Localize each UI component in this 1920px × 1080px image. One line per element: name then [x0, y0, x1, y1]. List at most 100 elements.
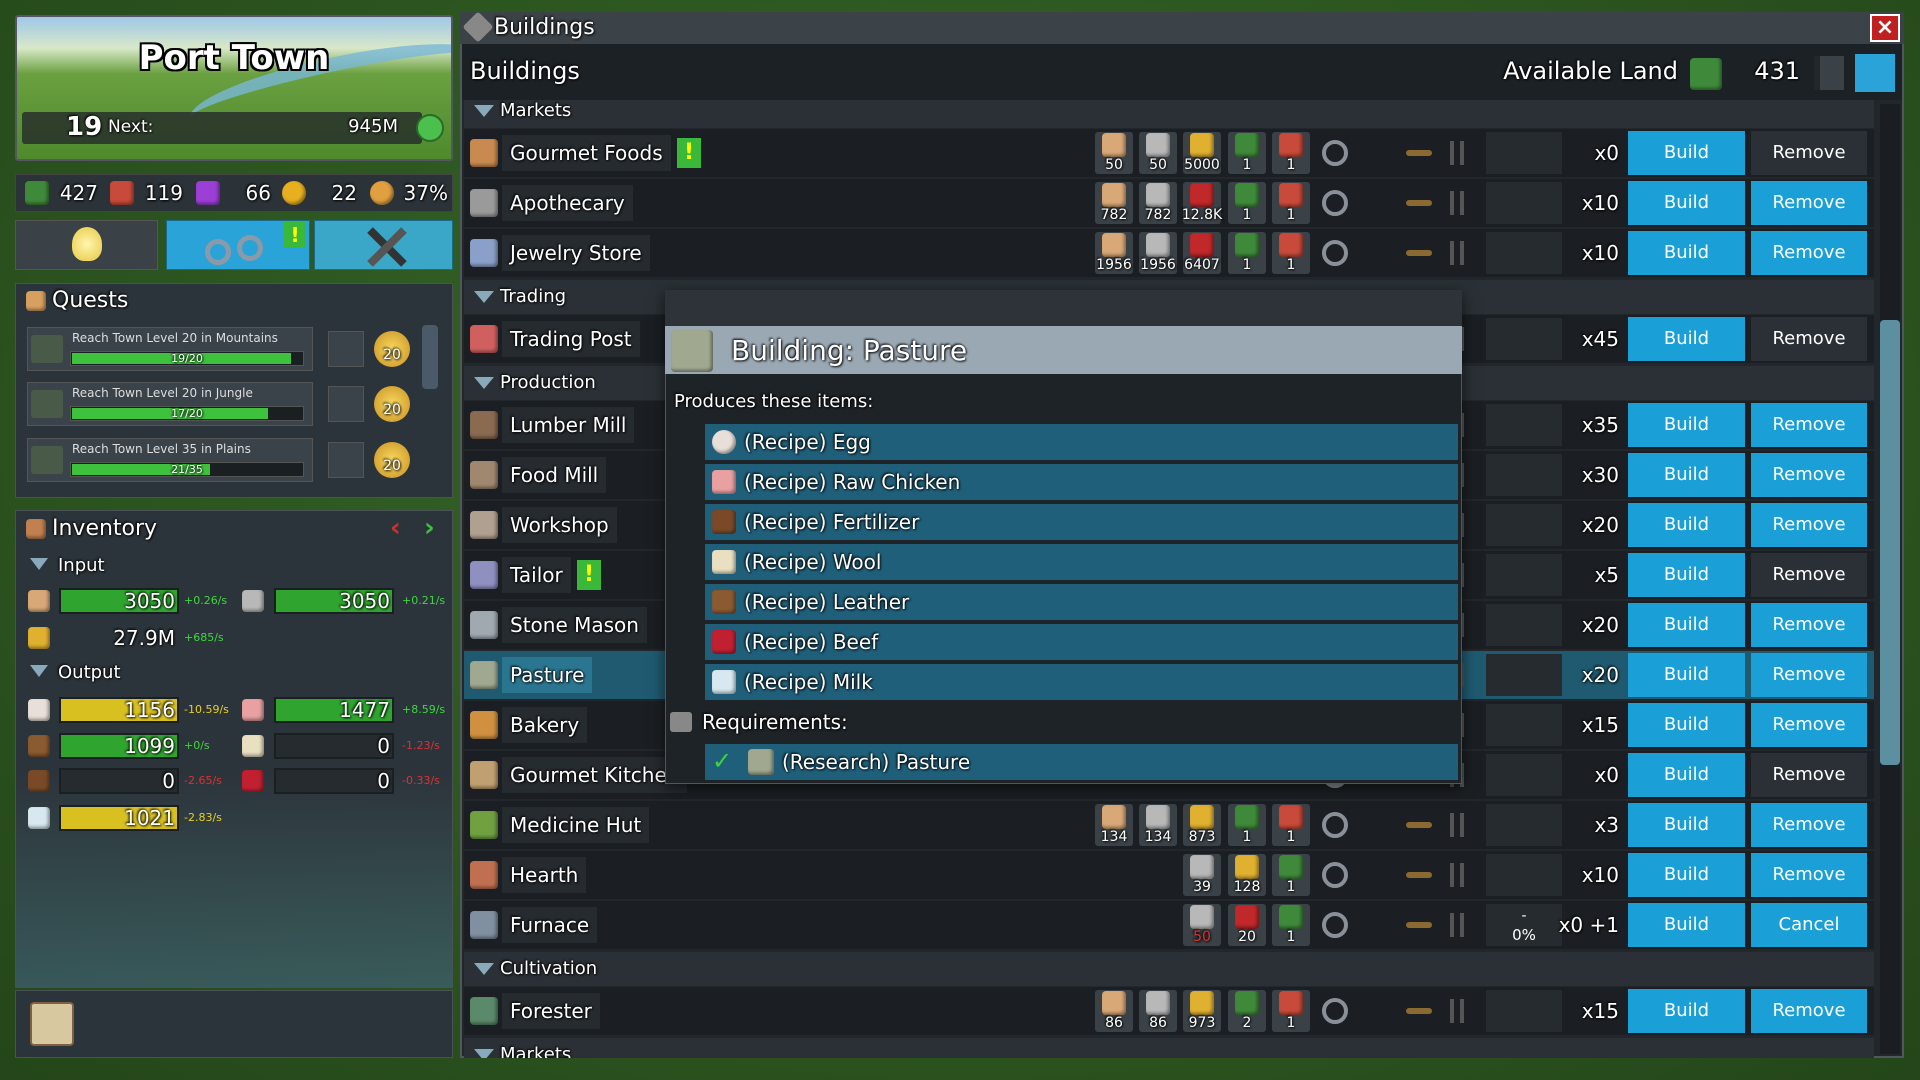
stock-rate: +0.21/s	[402, 593, 446, 607]
build-button[interactable]: Build	[1628, 753, 1745, 797]
building-name: Bakery	[502, 707, 588, 743]
land-label: Available Land	[1503, 57, 1678, 86]
boost-icon[interactable]	[1406, 250, 1432, 256]
build-button[interactable]: Build	[1628, 553, 1745, 597]
upgrade-icon[interactable]	[1322, 998, 1348, 1024]
build-button[interactable]: Build	[1628, 653, 1745, 697]
pause-button[interactable]	[1814, 56, 1844, 90]
pause-icon[interactable]	[1450, 191, 1464, 215]
build-button[interactable]: Build	[1628, 181, 1745, 225]
title-bar	[460, 12, 1904, 44]
pause-icon[interactable]	[1450, 999, 1464, 1023]
boost-icon[interactable]	[1406, 1008, 1432, 1014]
recipe-row	[705, 464, 1458, 500]
pause-icon[interactable]	[1450, 141, 1464, 165]
build-button[interactable]	[314, 220, 453, 270]
land-value: 431	[1754, 57, 1800, 86]
remove-button[interactable]: Remove	[1751, 317, 1867, 361]
remove-button[interactable]: Remove	[1751, 131, 1867, 175]
section-header[interactable]	[464, 952, 1874, 986]
stock-value: 0	[377, 734, 390, 758]
build-button[interactable]: Build	[1628, 453, 1745, 497]
remove-button[interactable]: Remove	[1751, 181, 1867, 225]
close-button[interactable]: ×	[1870, 14, 1900, 42]
prev-arrow[interactable]: ‹	[390, 513, 401, 544]
remove-button[interactable]: Remove	[1751, 403, 1867, 447]
progress-box	[1486, 232, 1562, 274]
stock-rate: +8.59/s	[402, 702, 446, 716]
build-button[interactable]: Build	[1628, 317, 1745, 361]
recipe-label: (Recipe) Egg	[744, 430, 871, 454]
upgrade-icon[interactable]	[1322, 190, 1348, 216]
recipe-label: (Recipe) Beef	[744, 630, 879, 654]
journal-button[interactable]	[30, 1002, 74, 1046]
build-button[interactable]: Build	[1628, 703, 1745, 747]
build-button[interactable]: Build	[1628, 903, 1745, 947]
build-button[interactable]: Build	[1628, 403, 1745, 447]
upgrade-icon[interactable]	[1322, 240, 1348, 266]
icon	[712, 510, 736, 534]
build-button[interactable]: Build	[1628, 603, 1745, 647]
remove-button[interactable]: Remove	[1751, 453, 1867, 497]
remove-button[interactable]: Cancel	[1751, 903, 1867, 947]
remove-button[interactable]: Remove	[1751, 753, 1867, 797]
boost-icon[interactable]	[1406, 872, 1432, 878]
icon	[470, 189, 498, 217]
upgrade-icon[interactable]	[1322, 912, 1348, 938]
build-count: x20	[1581, 663, 1619, 687]
remove-button[interactable]: Remove	[1751, 853, 1867, 897]
next-arrow[interactable]: ›	[424, 513, 435, 544]
scroll-thumb[interactable]	[1880, 320, 1900, 765]
building-name: Furnace	[502, 907, 598, 943]
remove-button[interactable]: Remove	[1751, 803, 1867, 847]
cost-value: 1	[1286, 257, 1296, 273]
stock-rate: -1.23/s	[402, 738, 440, 752]
boost-icon[interactable]	[1406, 150, 1432, 156]
remove-button[interactable]: Remove	[1751, 603, 1867, 647]
stock-value: 1477	[339, 698, 390, 722]
pause-icon[interactable]	[1450, 913, 1464, 937]
build-button[interactable]: Build	[1628, 231, 1745, 275]
remove-button[interactable]: Remove	[1751, 553, 1867, 597]
cost-value: 873	[1188, 829, 1216, 845]
stock-bar	[59, 768, 179, 794]
icon	[1146, 233, 1170, 257]
cost-value: 1	[1286, 207, 1296, 223]
remove-button[interactable]: Remove	[1751, 703, 1867, 747]
build-button[interactable]: Build	[1628, 131, 1745, 175]
remove-button[interactable]: Remove	[1751, 503, 1867, 547]
pause-icon[interactable]	[1450, 863, 1464, 887]
progress-top: -	[1521, 908, 1527, 924]
gear	[237, 235, 263, 261]
upgrade-button[interactable]	[416, 114, 444, 142]
build-button[interactable]: Build	[1628, 989, 1745, 1033]
research-alert: !	[284, 222, 306, 248]
window-header: Buildings	[470, 57, 580, 86]
stock-rate: -2.65/s	[184, 773, 222, 787]
boost-icon[interactable]	[1406, 200, 1432, 206]
inventory-title: Inventory	[52, 515, 158, 541]
build-button[interactable]: Build	[1628, 803, 1745, 847]
ideas-button[interactable]	[15, 220, 158, 270]
remove-button[interactable]: Remove	[1751, 231, 1867, 275]
section-header[interactable]	[464, 1038, 1874, 1058]
pause-icon[interactable]	[1450, 241, 1464, 265]
icon	[28, 627, 50, 649]
building-name: Pasture	[502, 657, 593, 693]
build-button[interactable]: Build	[1628, 503, 1745, 547]
stock-bar	[274, 588, 394, 614]
remove-button[interactable]: Remove	[1751, 989, 1867, 1033]
section-label: Production	[500, 372, 596, 394]
boost-icon[interactable]	[1406, 922, 1432, 928]
boost-icon[interactable]	[1406, 822, 1432, 828]
upgrade-icon[interactable]	[1322, 140, 1348, 166]
upgrade-icon[interactable]	[1322, 812, 1348, 838]
remove-button[interactable]: Remove	[1751, 653, 1867, 697]
pause-icon[interactable]	[1450, 813, 1464, 837]
build-count: x3	[1594, 813, 1619, 837]
upgrade-icon[interactable]	[1322, 862, 1348, 888]
sort-button[interactable]	[1855, 54, 1895, 92]
quest-progress	[72, 464, 210, 475]
build-button[interactable]: Build	[1628, 853, 1745, 897]
section-header[interactable]	[464, 100, 1874, 128]
